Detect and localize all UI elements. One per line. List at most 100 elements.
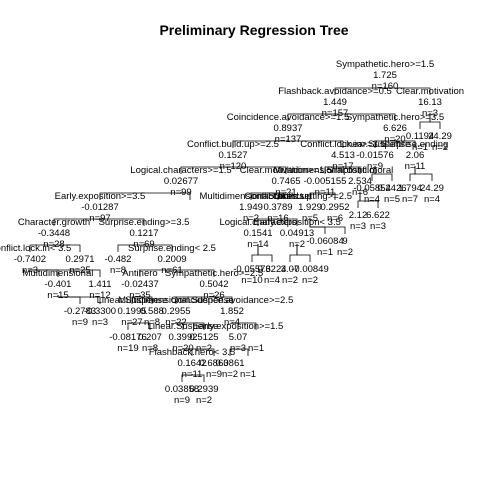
node-value-label: 16.13 — [418, 97, 442, 108]
node-split-label: Sympathetic.hero>=3.5 — [346, 112, 444, 123]
node-split-label: Coincidence.avoidance>=2.5 — [171, 295, 294, 306]
tree-edge-n_eex_b — [296, 244, 311, 262]
node-split-label: Clear.motivation>=1.5 — [240, 165, 332, 176]
node-value-label: 1.411 — [88, 279, 111, 290]
node-count-label: n=2 — [337, 247, 353, 258]
node-value-label: 0.1642 — [177, 358, 206, 369]
node-split-label: Conflict.build.up — [244, 191, 312, 202]
node-value-label: 2.534 — [348, 176, 372, 187]
tree-node-n_sp_b: 24.29n=4 — [420, 183, 444, 205]
node-split-label: Early.exposition>=3.5 — [55, 191, 146, 202]
node-count-label: n=26 — [203, 290, 224, 301]
node-count-label: n=8 — [110, 265, 126, 276]
node-split-label: Flashback.avoidance>=0.5 — [278, 86, 392, 97]
node-value-label: 6.622 — [366, 210, 390, 221]
node-value-label: 0.1194 — [406, 131, 434, 142]
node-value-label: 24.29 — [420, 183, 444, 194]
tree-edge-n_av — [213, 295, 233, 304]
node-split-label: Multidimensional.conflict — [274, 165, 377, 176]
node-value-label: 2.12 — [349, 210, 368, 221]
node-split-label: Conflict.lock.in>=3.5 — [300, 139, 386, 150]
node-count-label: n=9 — [206, 369, 222, 380]
tree-labels: Sympathetic.hero>=1.51.725n=160Flashback… — [0, 59, 464, 406]
tree-node-n_st_b: 9n=2 — [337, 236, 353, 258]
node-value-label: 0.6863 — [199, 358, 228, 369]
node-split-label: Linear.Suspense — [148, 321, 219, 332]
node-value-label: -0.02437 — [121, 279, 159, 290]
node-count-label: n=9 — [367, 161, 383, 172]
node-value-label: 0.3992 — [168, 332, 197, 343]
tree-edge-n_ck_b — [30, 269, 101, 277]
node-split-label: Multidimensional.conflict — [200, 191, 303, 202]
node-value-label: 0.588 — [140, 306, 164, 317]
node-value-label: 0.1217 — [129, 228, 158, 239]
node-value-label: 0.1541 — [243, 228, 272, 239]
node-count-label: n=6 — [352, 187, 368, 198]
chart-title: Preliminary Regression Tree — [159, 22, 348, 38]
node-split-label: Surprise.ending< 2.5 — [128, 243, 216, 254]
node-split-label: Linear.Suspense — [97, 295, 168, 306]
node-count-label: n=4 — [364, 194, 380, 205]
tree-edge-n_sh2 — [334, 113, 396, 121]
node-count-label: n=5 — [384, 194, 400, 205]
node-split-label: Early.exposition< 3.5 — [253, 217, 341, 228]
tree-edge-n_st_b — [309, 218, 346, 234]
node-split-label: Clear.motivation — [396, 86, 464, 97]
node-count-label: n=1 — [240, 369, 256, 380]
node-value-label: 0.1527 — [218, 150, 247, 161]
node-value-label: -0.7402 — [14, 254, 46, 265]
node-value-label: 0.0861 — [215, 358, 244, 369]
node-count-label: n=5 — [302, 213, 318, 224]
tree-edge-n_sx — [342, 166, 361, 174]
node-count-label: n=25 — [69, 265, 90, 276]
node-count-label: n=137 — [275, 134, 302, 145]
tree-edge-n_eex — [277, 218, 298, 226]
node-count-label: n=15 — [47, 290, 68, 301]
node-value-label: 0.04913 — [280, 228, 314, 239]
node-split-label: Multidimensional — [23, 268, 94, 279]
node-count-label: n=19 — [117, 343, 138, 354]
node-count-label: n=160 — [372, 81, 399, 92]
node-value-label: 24.29 — [428, 131, 452, 142]
tree-edge-n_se_b — [117, 244, 145, 252]
node-value-label: 0.5042 — [199, 279, 228, 290]
tree-edge-n_ce — [232, 166, 287, 174]
node-count-label: n=17 — [332, 161, 353, 172]
node-count-label: n=2 — [289, 239, 305, 250]
node-split-label: Surprise.ending — [382, 139, 449, 150]
tree-edge-n_av_b — [231, 322, 257, 330]
node-count-label: n=2 — [196, 343, 212, 354]
tree-edge-n_md_b — [324, 192, 336, 200]
node-value-label: -0.05576 — [233, 264, 271, 275]
tree-edges — [29, 86, 441, 382]
node-value-label: -0.06084 — [306, 236, 344, 247]
node-split-label: Early.exposition>=1.5 — [193, 321, 284, 332]
node-count-label: n=10 — [241, 275, 262, 286]
node-count-label: n=8 — [142, 343, 158, 354]
node-count-label: n=3 — [370, 221, 386, 232]
node-value-label: 0.3789 — [263, 202, 292, 213]
node-value-label: 0.1995 — [117, 306, 146, 317]
node-value-label: -0.08176 — [109, 332, 147, 343]
node-value-label: 0.7465 — [271, 176, 300, 187]
